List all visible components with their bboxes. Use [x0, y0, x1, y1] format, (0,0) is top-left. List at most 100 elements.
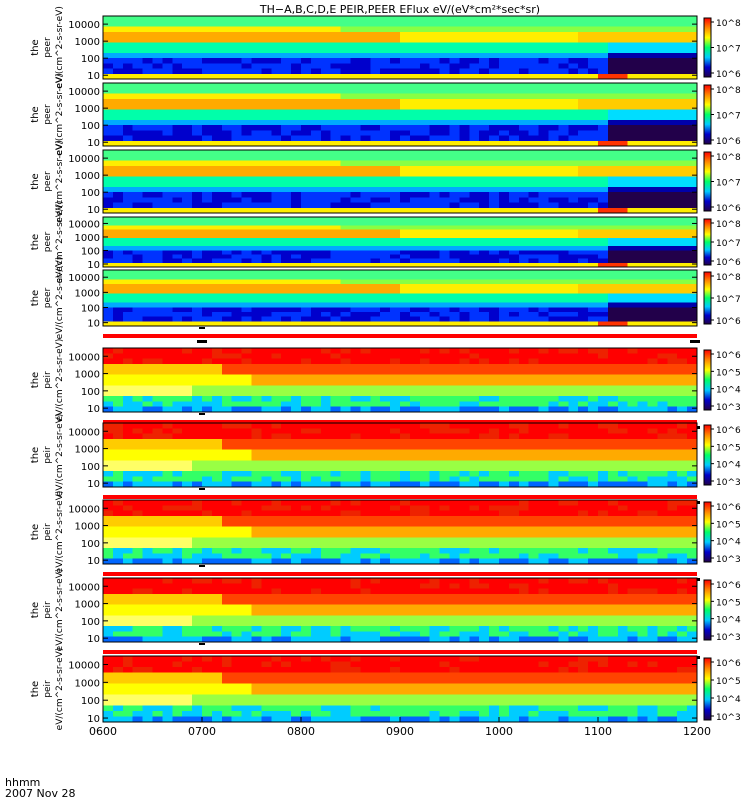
heatmap-cell [291, 312, 302, 318]
heatmap-cell [588, 98, 599, 105]
heatmap-cell [677, 192, 688, 198]
heatmap-cell [103, 353, 114, 360]
heatmap-cell [192, 155, 203, 161]
heatmap-cell [419, 396, 431, 402]
heatmap-cell [172, 293, 183, 299]
heatmap-cell [360, 93, 371, 100]
heatmap-cell [508, 288, 520, 294]
heatmap-cell [528, 181, 539, 188]
heatmap-cell [132, 369, 143, 376]
heatmap-cell [489, 155, 500, 161]
heatmap-cell [568, 88, 579, 94]
heatmap-cell [479, 390, 490, 397]
heatmap-cell [241, 47, 252, 54]
heatmap-cell [251, 433, 262, 440]
heatmap-cell [380, 202, 391, 209]
heatmap-cell [221, 258, 233, 264]
heatmap-cell [132, 262, 143, 268]
y-axis-sublabel: peer [43, 287, 53, 308]
heatmap-cell [221, 465, 233, 472]
heatmap-cell [172, 31, 183, 38]
heatmap-cell [103, 242, 114, 247]
heatmap-cell [637, 250, 648, 255]
heatmap-cell [548, 16, 559, 22]
heatmap-cell [241, 225, 252, 230]
heatmap-cell [350, 37, 361, 43]
heatmap-cell [211, 444, 223, 451]
heatmap-cell [192, 47, 203, 54]
heatmap-cell [281, 150, 292, 156]
heatmap-cell [172, 455, 183, 461]
heatmap-cell [677, 150, 688, 156]
heatmap-cell [568, 274, 579, 280]
heatmap-cell [172, 192, 183, 198]
heatmap-cell [202, 52, 213, 59]
heatmap-cell [142, 302, 153, 308]
heatmap-cell [607, 293, 619, 299]
heatmap-cell [172, 288, 183, 294]
heatmap-cell [508, 37, 520, 43]
heatmap-cell [558, 348, 569, 354]
heatmap-cell [637, 262, 648, 268]
heatmap-cell [627, 93, 638, 100]
heatmap-cell [479, 316, 490, 322]
heatmap-cell [380, 171, 391, 177]
heatmap-cell [211, 481, 223, 488]
heatmap-cell [202, 26, 213, 33]
heatmap-cell [429, 140, 440, 147]
heatmap-cell [221, 207, 233, 214]
heatmap-cell [568, 298, 579, 304]
heatmap-cell [291, 307, 302, 313]
heatmap-cell [499, 258, 510, 264]
heatmap-cell [400, 73, 411, 80]
heatmap-cell [409, 316, 421, 322]
heatmap-cell [132, 165, 143, 172]
heatmap-cell [459, 246, 470, 251]
heatmap-cell [122, 135, 134, 142]
heatmap-cell [459, 433, 470, 440]
heatmap-cell [449, 348, 460, 354]
heatmap-cell [598, 98, 609, 105]
heatmap-cell [370, 16, 381, 22]
heatmap-cell [598, 88, 609, 94]
heatmap-cell [261, 237, 272, 243]
heatmap-cell [202, 221, 213, 226]
heatmap-cell [598, 42, 609, 48]
y-tick-label: 100 [81, 54, 100, 65]
heatmap-cell [667, 150, 678, 156]
heatmap-cell [172, 250, 183, 255]
heatmap-cell [687, 237, 698, 243]
heatmap-cell [409, 221, 421, 226]
heatmap-cell [598, 380, 609, 386]
heatmap-cell [439, 307, 450, 313]
heatmap-cell [370, 284, 381, 290]
heatmap-cell [162, 423, 173, 429]
heatmap-cell [112, 353, 124, 360]
heatmap-cell [400, 364, 411, 370]
heatmap-cell [578, 229, 589, 235]
heatmap-cell [617, 68, 629, 75]
heatmap-cell [142, 16, 153, 22]
heatmap-cell [607, 262, 619, 268]
heatmap-cell [499, 284, 510, 290]
heatmap-cell [409, 202, 421, 209]
heatmap-cell [261, 476, 272, 483]
heatmap-cell [241, 114, 252, 121]
heatmap-cell [479, 207, 490, 214]
heatmap-cell [419, 237, 431, 243]
heatmap-cell [281, 31, 292, 38]
heatmap-cell [390, 293, 401, 299]
heatmap-cell [370, 455, 381, 461]
heatmap-cell [568, 109, 579, 115]
heatmap-cell [429, 47, 440, 54]
heatmap-cell [340, 348, 351, 354]
heatmap-cell [607, 47, 619, 54]
heatmap-cell [251, 369, 262, 376]
heatmap-cell [221, 316, 233, 322]
heatmap-cell [400, 465, 411, 472]
heatmap-cell [588, 225, 599, 230]
heatmap-cell [380, 364, 391, 370]
heatmap-cell [489, 83, 500, 89]
heatmap-cell [192, 423, 203, 429]
heatmap-cell [518, 358, 530, 365]
